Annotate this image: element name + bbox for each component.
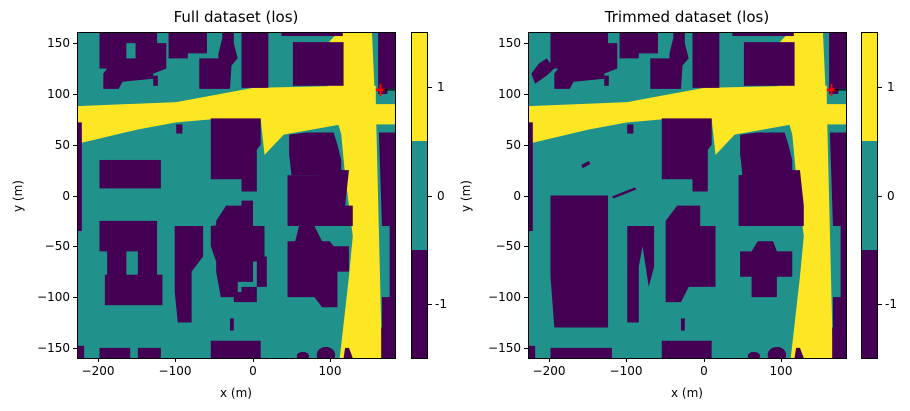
xtick-label: −200: [81, 364, 115, 378]
xtick-label: 100: [769, 364, 793, 378]
colorbar: [861, 32, 878, 359]
ytick-label: −100: [488, 290, 521, 304]
colorbar-level-neg1: [412, 250, 427, 358]
ytick-label: −50: [44, 239, 70, 253]
heatmap-full: [77, 32, 396, 359]
heatmap-trimmed: [528, 32, 847, 359]
colorbar-level-1: [412, 33, 427, 142]
xtick-label: −200: [532, 364, 566, 378]
colorbar-tick-label: 0: [887, 189, 895, 203]
ytick-label: −150: [488, 341, 521, 355]
los-map: [78, 33, 395, 358]
xtick-label: −100: [609, 364, 643, 378]
ytick-label: 150: [498, 36, 521, 50]
colorbar-tick-label: -1: [885, 297, 897, 311]
ytick-label: −50: [495, 239, 521, 253]
ytick-label: −100: [37, 290, 70, 304]
ytick-label: 100: [498, 87, 521, 101]
x-axis-label: x (m): [220, 386, 252, 400]
chart-title: Full dataset (los): [173, 8, 299, 26]
ytick-label: 50: [54, 138, 70, 152]
x-axis-label: x (m): [671, 386, 703, 400]
xtick-label: 100: [318, 364, 342, 378]
colorbar-tick-label: 0: [437, 189, 445, 203]
xtick-label: 0: [249, 364, 257, 378]
xtick-label: 0: [700, 364, 708, 378]
ytick-label: 150: [47, 36, 70, 50]
colorbar-level-1: [862, 33, 877, 142]
colorbar-tick-label: -1: [435, 297, 447, 311]
ytick-label: −150: [37, 341, 70, 355]
los-map: [529, 33, 846, 358]
colorbar-tick-label: 1: [887, 80, 895, 94]
ytick-label: 50: [505, 138, 521, 152]
y-axis-label: y (m): [459, 180, 473, 212]
colorbar: [411, 32, 428, 359]
colorbar-level-0: [412, 141, 427, 250]
chart-title: Trimmed dataset (los): [604, 8, 770, 26]
ytick-label: 0: [513, 189, 521, 203]
ytick-label: 0: [62, 189, 70, 203]
xtick-label: −100: [158, 364, 192, 378]
colorbar-level-0: [862, 141, 877, 250]
colorbar-tick-label: 1: [437, 80, 445, 94]
colorbar-level-neg1: [862, 250, 877, 358]
ytick-label: 100: [47, 87, 70, 101]
left-panel: Full dataset (los): [11, 8, 447, 400]
